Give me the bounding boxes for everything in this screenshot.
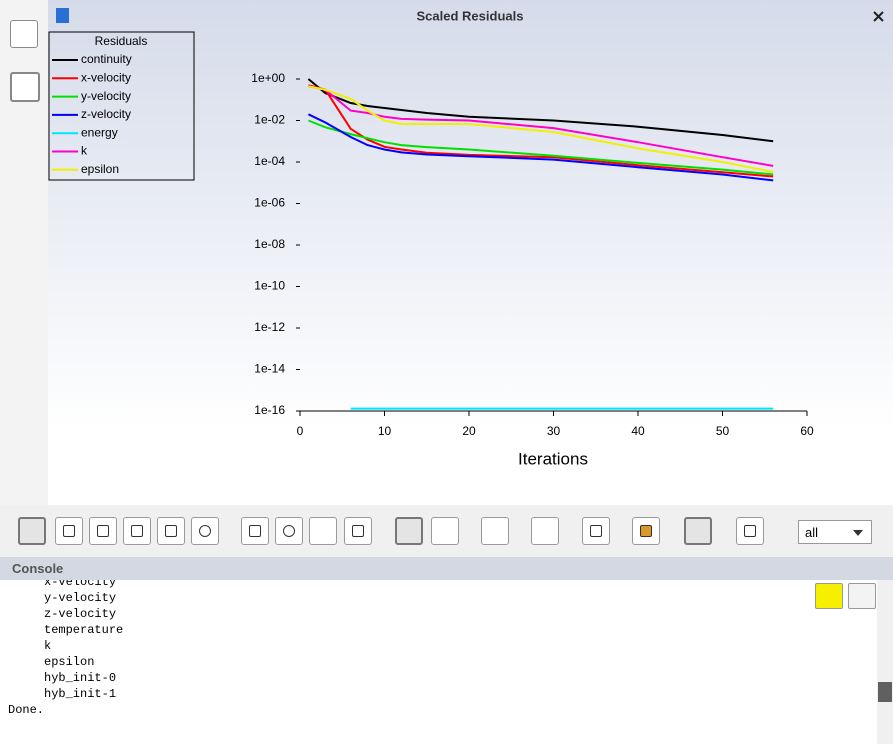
x-tick-label: 20 (462, 424, 476, 438)
zoom-tool[interactable] (157, 517, 185, 545)
y-tick-label: 1e-16 (254, 403, 285, 417)
series-line (308, 85, 774, 173)
chart: Scaled Residuals Residuals Iterations 1e… (48, 8, 884, 468)
lights-tool[interactable] (531, 517, 559, 545)
legend-box (48, 31, 195, 181)
shade-tool[interactable] (395, 517, 423, 545)
close-button[interactable] (873, 11, 884, 22)
y-tick-label: 1e-12 (254, 320, 285, 334)
x-tick-label: 10 (378, 424, 392, 438)
probe-tool[interactable] (191, 517, 219, 545)
x-tick-label: 30 (547, 424, 561, 438)
view-dropdown[interactable]: all (798, 520, 872, 544)
app-icon (56, 8, 69, 23)
zoom-out-tool[interactable] (275, 517, 303, 545)
legend-label: y-velocity (81, 89, 131, 103)
console-line: epsilon (8, 655, 95, 669)
legend-label: x-velocity (81, 70, 131, 84)
warning-button[interactable] (815, 583, 843, 609)
slider-tool[interactable] (481, 517, 509, 545)
y-tick-label: 1e+00 (251, 71, 285, 85)
series-line (308, 84, 774, 178)
notes-tool[interactable] (736, 517, 764, 545)
save-tool[interactable] (344, 517, 372, 545)
console-line: x-velocity (8, 580, 117, 589)
fit-tool[interactable] (241, 517, 269, 545)
series-line (308, 85, 774, 167)
axes-tool[interactable] (309, 517, 337, 545)
y-tick-label: 1e-06 (254, 196, 285, 210)
mesh-tool[interactable] (431, 517, 459, 545)
console-line: y-velocity (8, 591, 117, 605)
legend-label: energy (81, 125, 118, 139)
window-title: Scaled Residuals (417, 8, 524, 23)
pan-tool[interactable] (89, 517, 117, 545)
view-tool[interactable] (582, 517, 610, 545)
console-title: Console (12, 561, 64, 576)
console-line: k (8, 639, 52, 653)
y-tick-label: 1e-02 (254, 113, 285, 127)
rotate-tool[interactable] (55, 517, 83, 545)
y-tick-label: 1e-08 (254, 237, 285, 251)
legend-label: continuity (81, 52, 132, 66)
legend-label: k (81, 144, 88, 158)
y-tick-label: 1e-10 (254, 279, 285, 293)
x-tick-label: 0 (297, 424, 304, 438)
y-tick-label: 1e-04 (254, 154, 285, 168)
console-line: hyb_init-1 (8, 687, 117, 701)
side-toolbar (0, 0, 48, 505)
dropdown-value: all (805, 525, 819, 540)
series-line (308, 119, 774, 176)
legend-title: Residuals (95, 34, 148, 48)
box-tool[interactable] (632, 517, 660, 545)
axis-tool[interactable] (684, 517, 712, 545)
scrollbar[interactable] (877, 580, 893, 744)
x-tick-label: 40 (631, 424, 645, 438)
console-line: hyb_init-0 (8, 671, 117, 685)
console: x-velocity y-velocity z-velocity tempera… (0, 580, 877, 744)
zoom-in-tool[interactable] (123, 517, 151, 545)
toolbar: all (0, 505, 893, 555)
console-line: temperature (8, 623, 124, 637)
series-line (307, 78, 774, 143)
console-line: Done. (8, 703, 45, 717)
graphics-panel: Scaled Residuals Residuals Iterations 1e… (48, 0, 893, 505)
copy-button[interactable] (10, 20, 38, 48)
console-line: z-velocity (8, 607, 117, 621)
legend-label: z-velocity (81, 107, 131, 121)
scroll-thumb[interactable] (878, 682, 892, 702)
legend-label: epsilon (81, 162, 119, 176)
y-tick-label: 1e-14 (254, 362, 285, 376)
layout-button[interactable] (10, 72, 40, 102)
x-tick-label: 60 (800, 424, 814, 438)
console-header: Console (0, 557, 893, 580)
x-tick-label: 50 (716, 424, 730, 438)
x-axis-label: Iterations (518, 449, 588, 468)
select-tool[interactable] (18, 517, 46, 545)
info-button[interactable] (848, 583, 876, 609)
series-line (307, 113, 774, 182)
